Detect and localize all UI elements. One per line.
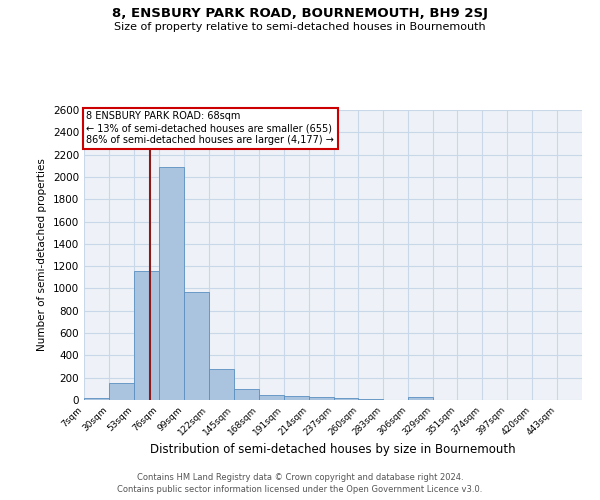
Bar: [84, 398, 109, 400]
Bar: [409, 397, 433, 400]
Bar: [209, 369, 234, 400]
Text: 8, ENSBURY PARK ROAD, BOURNEMOUTH, BH9 2SJ: 8, ENSBURY PARK ROAD, BOURNEMOUTH, BH9 2…: [112, 8, 488, 20]
Bar: [109, 382, 134, 400]
Bar: [334, 398, 358, 400]
Y-axis label: Number of semi-detached properties: Number of semi-detached properties: [37, 158, 47, 352]
Bar: [134, 270, 159, 400]
Text: Contains public sector information licensed under the Open Government Licence v3: Contains public sector information licen…: [118, 485, 482, 494]
Bar: [184, 292, 209, 400]
Bar: [259, 395, 284, 400]
Bar: [159, 167, 184, 400]
Text: Distribution of semi-detached houses by size in Bournemouth: Distribution of semi-detached houses by …: [150, 442, 516, 456]
Bar: [284, 396, 308, 400]
Bar: [234, 389, 259, 400]
Text: Size of property relative to semi-detached houses in Bournemouth: Size of property relative to semi-detach…: [114, 22, 486, 32]
Text: 8 ENSBURY PARK ROAD: 68sqm
← 13% of semi-detached houses are smaller (655)
86% o: 8 ENSBURY PARK ROAD: 68sqm ← 13% of semi…: [86, 112, 334, 144]
Bar: [358, 399, 383, 400]
Bar: [308, 396, 334, 400]
Text: Contains HM Land Registry data © Crown copyright and database right 2024.: Contains HM Land Registry data © Crown c…: [137, 472, 463, 482]
